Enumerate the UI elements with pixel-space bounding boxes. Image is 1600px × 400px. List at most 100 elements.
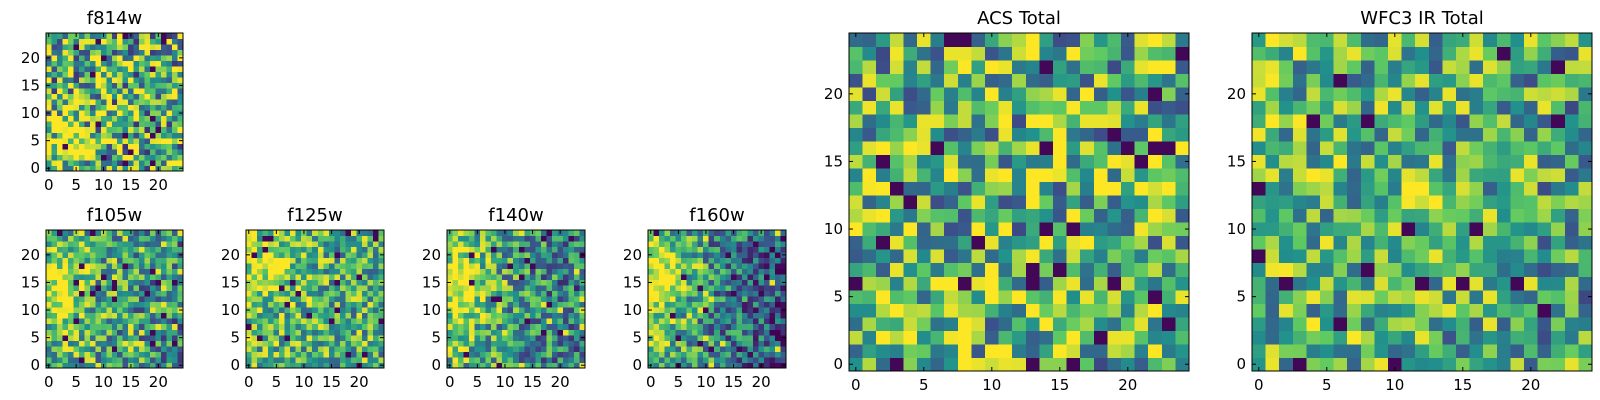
heatmap-cell [957,33,972,47]
heatmap-cell [1537,60,1552,74]
heatmap-cell [339,323,346,330]
heatmap-cell [46,132,52,139]
heatmap-cell [862,154,877,169]
heatmap-cell [480,351,487,358]
heatmap-cell [122,334,129,341]
heatmap-cell [372,274,379,281]
heatmap-cell [144,329,151,336]
heatmap-cell [774,274,781,281]
heatmap-cell [106,159,113,166]
heatmap-cell [730,290,737,297]
heatmap-cell [117,274,124,281]
heatmap-cell [317,301,324,308]
heatmap-cell [1121,100,1135,115]
heatmap-cell [1265,60,1280,74]
heatmap-cell [62,241,69,247]
heatmap-cell [1121,262,1135,277]
heatmap-cell [1175,343,1190,358]
x-tick-label: 20 [1521,376,1540,394]
heatmap-cell [1121,289,1135,304]
heatmap-cell [1496,87,1511,101]
heatmap-cell [648,340,654,347]
heatmap-cell [361,257,368,264]
heatmap-cell [78,38,85,45]
heatmap-cell [1428,235,1443,250]
heatmap-cell [697,329,704,336]
heatmap-cell [111,60,118,67]
heatmap-cell [513,329,520,336]
heatmap-cell [1121,303,1135,318]
heatmap-cell [752,329,759,336]
heatmap-cell [1080,208,1095,223]
heatmap-cell [452,230,459,236]
heatmap-cell [1306,249,1321,264]
heatmap-cell [312,323,319,330]
heatmap-cell [177,104,184,111]
heatmap-cell [1537,289,1552,304]
heatmap-cell [257,235,263,242]
heatmap-cell [780,268,787,275]
heatmap-cell [708,296,715,303]
heatmap-cell [89,334,96,341]
heatmap-cell [284,230,291,236]
heatmap-cell [540,235,547,242]
heatmap-cell [166,329,173,336]
heatmap-cell [1080,154,1095,169]
heatmap-cell [46,356,52,363]
heatmap-cell [51,334,58,341]
heatmap-cell [930,127,945,142]
x-tick-label: 0 [1254,376,1264,394]
heatmap-cell [1320,181,1334,196]
heatmap-cell [268,285,274,292]
heatmap-cell [46,340,52,347]
heatmap-cell [73,115,80,122]
heatmap-cell [469,323,475,330]
heatmap-cell [1456,235,1470,250]
heatmap-cell [133,318,140,325]
heatmap-cell [703,268,710,275]
heatmap-cell [736,329,743,336]
heatmap-cell [67,362,74,369]
heatmap-cell [306,268,313,275]
heatmap-cell [917,195,931,210]
heatmap-cell [273,241,280,247]
heatmap-cell [1483,154,1498,169]
heatmap-cell [67,318,74,325]
heatmap-cell [862,127,877,142]
heatmap-cell [1578,303,1593,318]
heatmap-cell [524,318,531,325]
heatmap-cell [1496,100,1511,115]
heatmap-cell [1093,46,1108,61]
heatmap-cell [172,351,178,358]
heatmap-cell [73,137,80,144]
heatmap-cell [350,323,357,330]
heatmap-cell [155,77,162,84]
heatmap-cell [1025,87,1040,101]
heatmap-cell [1093,330,1108,345]
heatmap-cell [1025,208,1040,223]
heatmap-cell [1265,208,1280,223]
heatmap-cell [1148,141,1163,156]
heatmap-cell [62,71,69,78]
heatmap-cell [889,208,904,223]
heatmap-cell [56,71,63,78]
heatmap-cell [1388,168,1402,183]
heatmap-cell [150,246,156,253]
heatmap-cell [268,329,274,336]
heatmap-cell [1292,289,1307,304]
heatmap-cell [1401,289,1416,304]
heatmap-cell [491,241,498,247]
heatmap-cell [128,159,135,166]
heatmap-cell [117,351,124,358]
heatmap-cell [372,340,379,347]
heatmap-cell [1537,208,1552,223]
heatmap-cell [551,351,558,358]
heatmap-cell [741,345,748,352]
heatmap-cell [144,38,151,45]
heatmap-cell [144,33,151,39]
heatmap-cell [1469,276,1484,291]
heatmap-cell [1374,262,1389,277]
heatmap-cell [317,246,324,253]
heatmap-cell [944,46,959,61]
heatmap-cell [51,296,58,303]
